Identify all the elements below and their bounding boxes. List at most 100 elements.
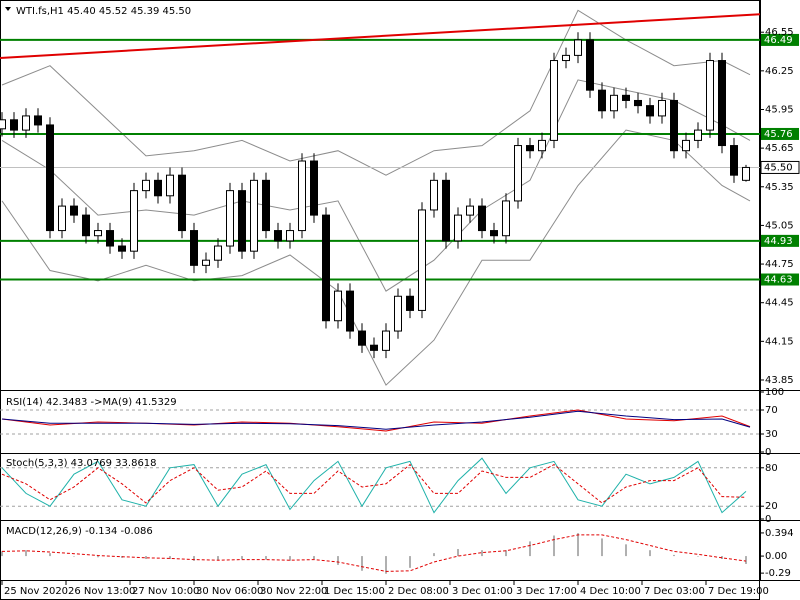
candle-body [670, 99, 678, 152]
level-tag [761, 273, 799, 286]
candle-body [226, 190, 234, 247]
candle-body [406, 295, 414, 311]
candle-body [418, 209, 426, 311]
macd-bar [145, 556, 147, 560]
candle-body [490, 230, 498, 237]
y-tick-label: 45.95 [765, 104, 794, 115]
macd-bar [265, 556, 267, 560]
band-upper [1, 9, 751, 176]
macd-bar [433, 553, 435, 557]
candle-body [550, 60, 558, 141]
panel-title: Stoch(5,3,3) 43.0769 33.8618 [6, 458, 157, 469]
macd-bar [337, 556, 339, 565]
x-tick-label: 25 Nov 2020 [4, 586, 68, 597]
candle-body [706, 60, 714, 131]
macd-bar [1, 551, 3, 557]
macd-bar [361, 556, 363, 571]
x-tick-label: 7 Dec 19:00 [708, 586, 769, 597]
candle-body [250, 179, 258, 252]
x-tick-label: 2 Dec 08:00 [388, 586, 449, 597]
level-tag [761, 33, 799, 46]
macd-bar [73, 556, 75, 557]
candle-body [130, 190, 138, 252]
macd-bar [49, 553, 51, 557]
indicator-line [1, 463, 747, 504]
candle-body [742, 166, 750, 181]
level-tag [761, 127, 799, 140]
candle-body [346, 290, 354, 332]
indicator-line [1, 410, 751, 430]
y-tick-label: 45.35 [765, 182, 794, 193]
candle-body [574, 39, 582, 56]
level-label: 45.76 [764, 129, 793, 140]
macd-bar [745, 556, 747, 564]
trend-line [0, 13, 761, 59]
candle-body [106, 230, 114, 247]
macd-bar [553, 535, 555, 557]
candle-body [70, 205, 78, 216]
candle-body [694, 129, 702, 141]
macd-bar [649, 550, 651, 557]
macd-bar [289, 556, 291, 561]
y-tick-label: 80 [765, 463, 778, 474]
candle-body [46, 124, 54, 232]
candle-body [562, 54, 570, 62]
x-tick-label: 26 Nov 13:00 [68, 586, 135, 597]
candle-body [286, 230, 294, 242]
macd-bar [481, 550, 483, 557]
macd-bar [241, 556, 243, 560]
y-tick-label: 0.00 [765, 551, 787, 562]
candle-body [358, 330, 366, 346]
candle-body [514, 145, 522, 202]
macd-bar [673, 554, 675, 557]
macd-bar [25, 550, 27, 557]
y-tick-label: 70 [765, 405, 778, 416]
candle-body [190, 230, 198, 266]
candle-body [178, 174, 186, 232]
candle-body [94, 230, 102, 237]
candle-body [118, 245, 126, 252]
candle-body [370, 344, 378, 351]
panel-title: RSI(14) 42.3483 ->MA(9) 41.5329 [6, 397, 177, 408]
indicator-line [1, 409, 751, 432]
y-tick-label: 44.15 [765, 336, 794, 347]
candle-body [298, 160, 306, 232]
y-tick-label: 30 [765, 429, 778, 440]
x-tick-label: 3 Dec 17:00 [516, 586, 577, 597]
y-tick-label: 45.05 [765, 220, 794, 231]
candle-body [202, 259, 210, 266]
x-tick-label: 30 Nov 06:00 [196, 586, 263, 597]
candle-body [322, 214, 330, 322]
macd-bar [577, 533, 579, 557]
candle-body [310, 160, 318, 216]
macd-bar [529, 541, 531, 557]
macd-bar [625, 544, 627, 557]
macd-bar [169, 556, 171, 560]
macd-bar [409, 556, 411, 568]
candle-body [166, 174, 174, 197]
x-tick-label: 27 Nov 10:00 [132, 586, 199, 597]
candle-body [598, 89, 606, 112]
candle-body [82, 214, 90, 237]
candle-body [394, 295, 402, 332]
y-tick-label: 44.75 [765, 259, 794, 270]
menu-arrow [5, 7, 11, 11]
y-tick-label: 46.25 [765, 66, 794, 77]
candle-body [466, 205, 474, 216]
x-tick-label: 3 Dec 01:00 [452, 586, 513, 597]
y-tick-label: 0 [765, 514, 771, 525]
candle-body [718, 60, 726, 147]
y-tick-label: 43.85 [765, 375, 794, 386]
candle-body [610, 94, 618, 112]
candle-body [154, 179, 162, 197]
macd-bar [601, 538, 603, 557]
level-tag [761, 234, 799, 247]
candle-body [238, 190, 246, 252]
y-tick-label: 20 [765, 501, 778, 512]
macd-bar [97, 556, 99, 558]
candle-body [0, 119, 6, 130]
candle-body [646, 105, 654, 117]
candle-body [142, 179, 150, 192]
macd-bar [697, 556, 699, 557]
panel-title: WTI.fs,H1 45.40 45.52 45.39 45.50 [16, 6, 191, 17]
